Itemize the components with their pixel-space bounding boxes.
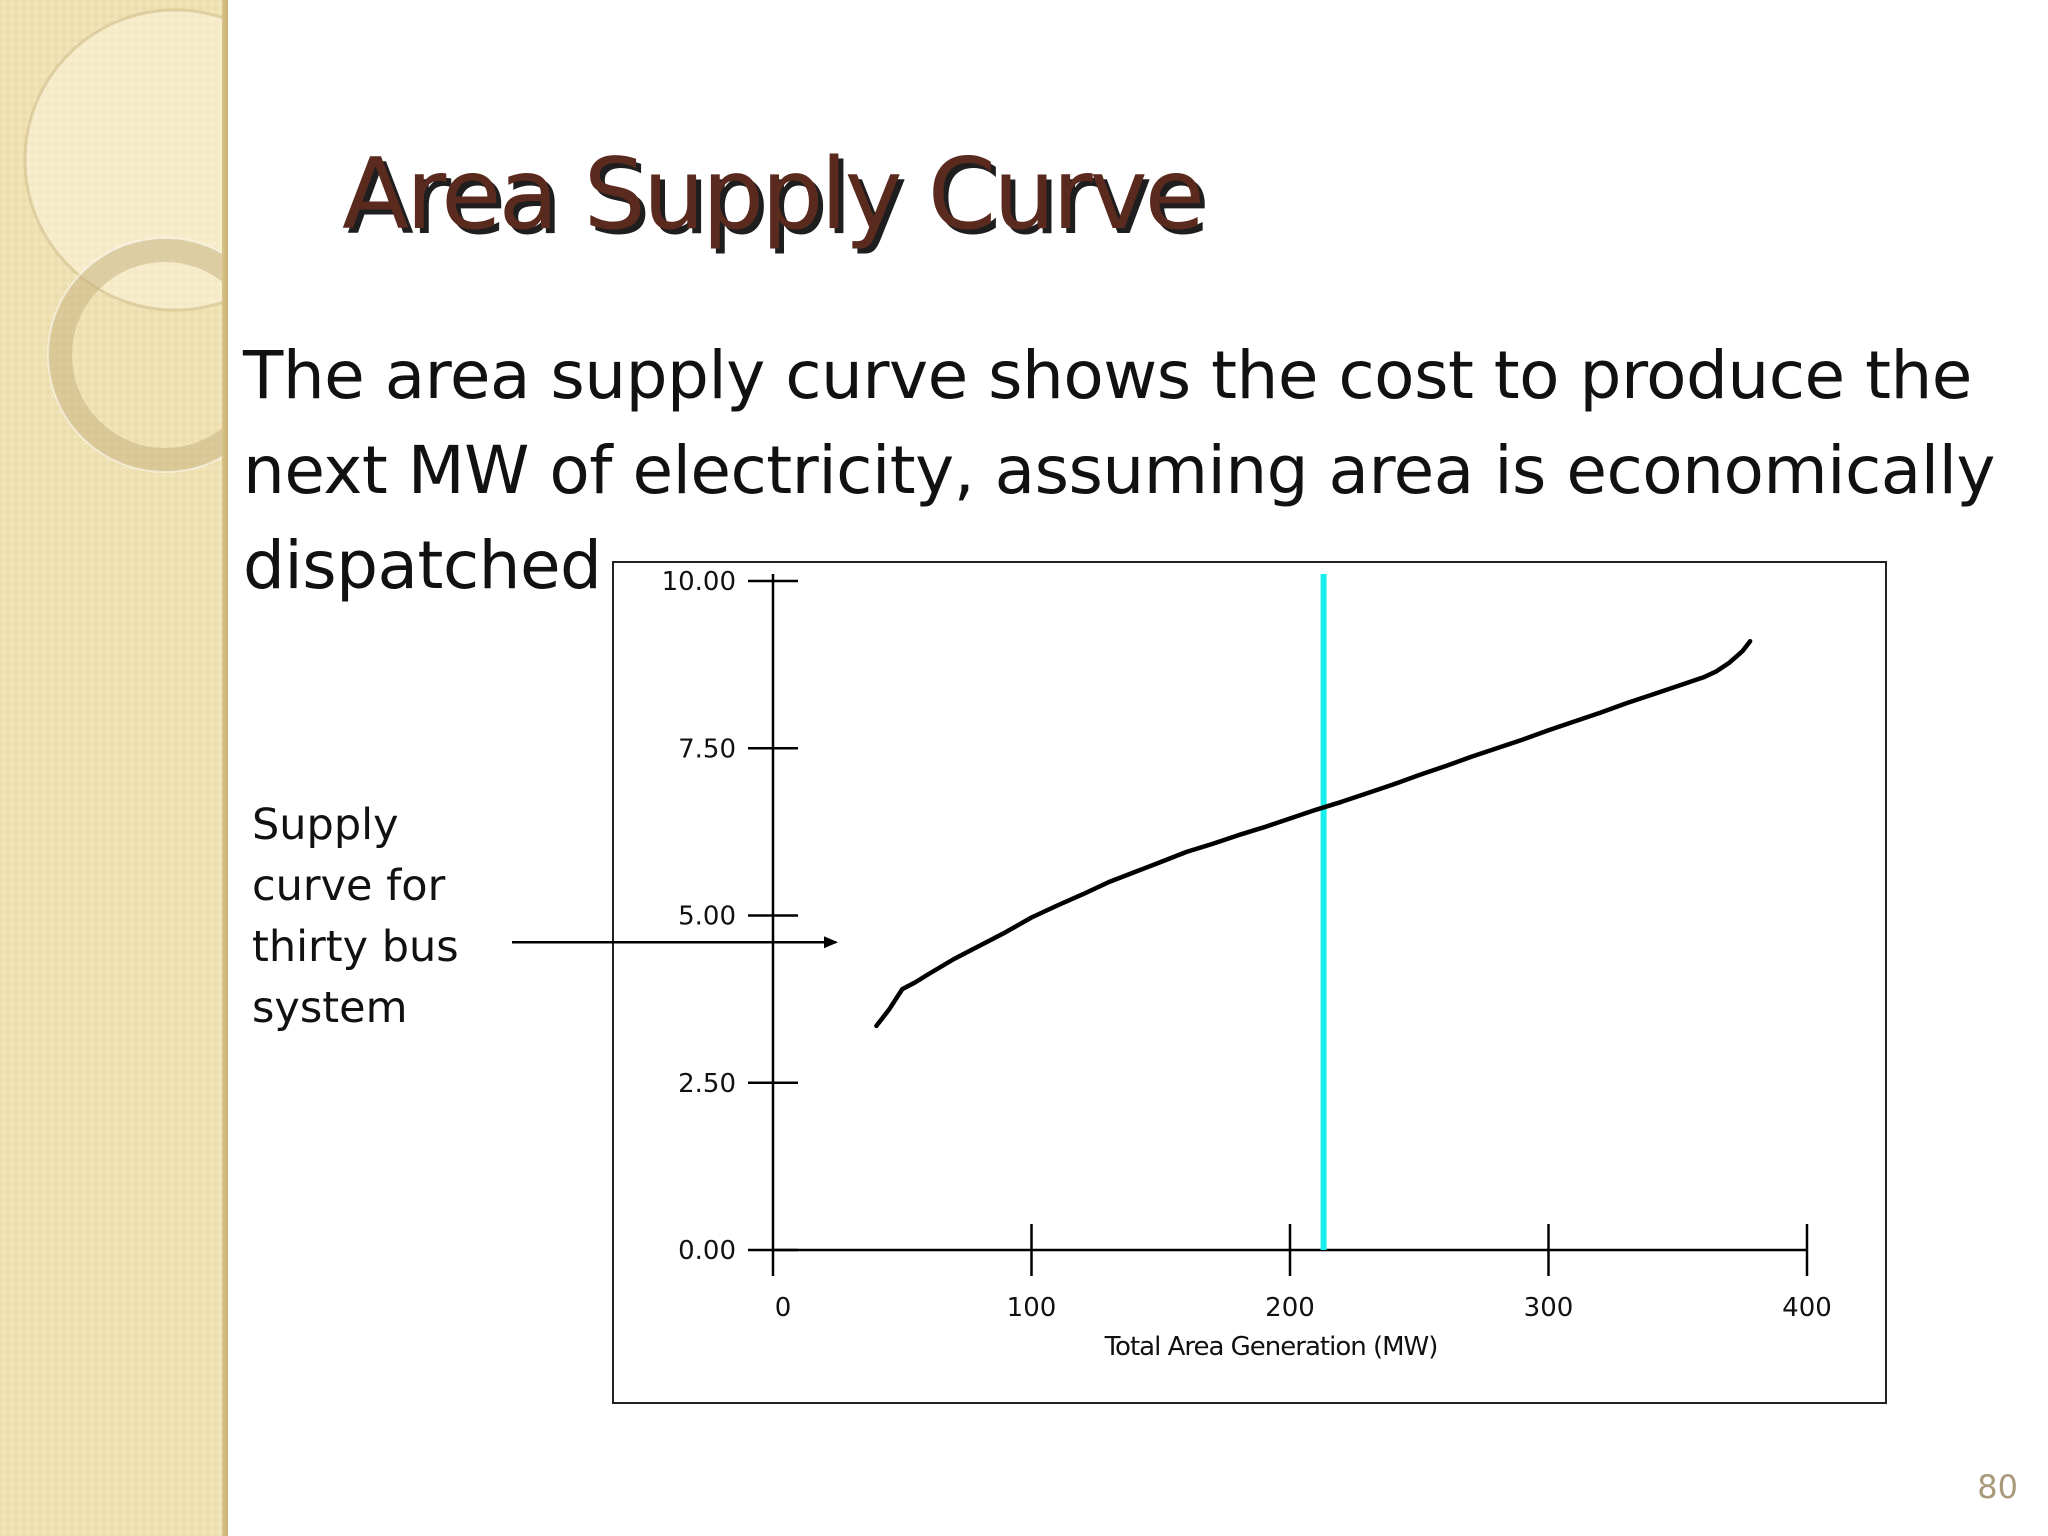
y-tick-label: 10.00: [662, 567, 736, 597]
x-tick-label: 400: [1782, 1293, 1832, 1323]
y-axis-ticks: 0.00 2.50 5.00 7.50 10.00: [662, 567, 798, 1266]
callout-label: Supply curve for thirty bus system: [252, 800, 459, 1033]
y-tick-label: 7.50: [678, 734, 736, 764]
x-tick-label: 200: [1265, 1293, 1315, 1323]
x-tick-label: 100: [1007, 1293, 1057, 1323]
y-tick-label: 2.50: [678, 1069, 736, 1099]
page-number: 80: [1977, 1468, 2018, 1506]
supply-curve-line: [874, 638, 1753, 1029]
decorative-rings: [23, 8, 228, 473]
x-tick-label: 300: [1524, 1293, 1574, 1323]
chart-frame: [612, 561, 1887, 1404]
x-tick-label: 0: [775, 1293, 792, 1323]
side-decoration-band: [0, 0, 228, 1536]
y-tick-label: 0.00: [678, 1236, 736, 1266]
x-axis-ticks: 0 100 200 300 400: [771, 1224, 1832, 1323]
slide-body-text: The area supply curve shows the cost to …: [243, 337, 1996, 604]
y-tick-label: 5.00: [678, 902, 736, 932]
side-band-edge: [222, 0, 228, 1536]
x-axis-label: Total Area Generation (MW): [1104, 1332, 1438, 1362]
slide-title: Area Supply Curve: [342, 138, 1205, 252]
